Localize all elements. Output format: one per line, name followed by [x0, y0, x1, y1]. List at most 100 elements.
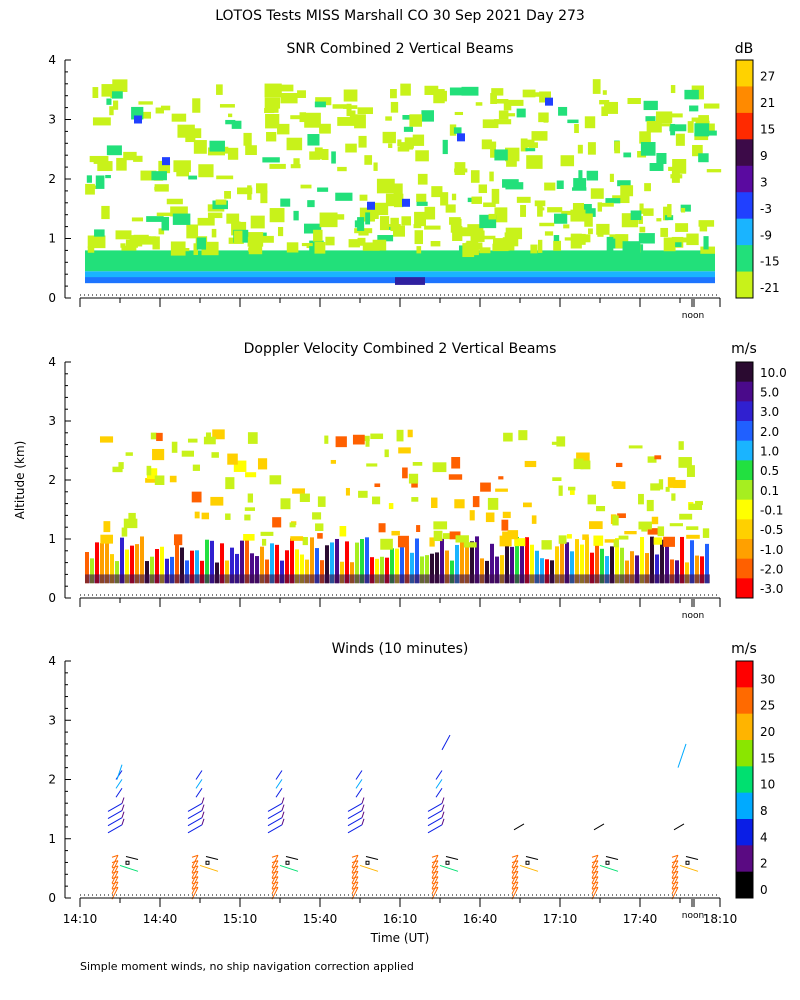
- wind-barb: [111, 887, 119, 900]
- doppler-patch: [339, 526, 347, 537]
- snr-patch: [233, 230, 243, 244]
- snr-patch: [453, 127, 462, 134]
- wind-barb: [111, 871, 119, 884]
- snr-patch: [672, 159, 687, 174]
- colorbar-segment: [736, 499, 753, 520]
- doppler-column: [400, 541, 404, 584]
- wind-barb: [187, 803, 203, 812]
- colorbar-label: 4: [760, 830, 768, 844]
- doppler-patch: [100, 534, 114, 544]
- snr-patch: [106, 98, 112, 105]
- doppler-patch: [370, 433, 384, 440]
- colorbar-label: 0: [760, 883, 768, 897]
- doppler-patch: [518, 430, 528, 441]
- colorbar-segment: [736, 381, 753, 402]
- snr-patch: [571, 187, 587, 191]
- snr-patch: [265, 113, 280, 129]
- snr-patch: [390, 101, 399, 113]
- doppler-column: [90, 558, 94, 584]
- colorbar-frame: [735, 59, 754, 299]
- snr-patch: [262, 157, 280, 163]
- snr-patch: [490, 145, 496, 158]
- snr-patch: [430, 241, 441, 247]
- doppler-column: [660, 539, 664, 584]
- doppler-column: [440, 538, 444, 584]
- doppler-column: [635, 555, 639, 584]
- doppler-column: [510, 546, 514, 584]
- wind-barb: [511, 876, 519, 889]
- doppler-patch: [269, 475, 282, 485]
- wind-barb: [279, 864, 299, 872]
- snr-patch: [173, 160, 191, 173]
- wind-barb: [519, 864, 539, 872]
- winds-field: [107, 734, 699, 900]
- colorbar-label: 10.0: [760, 366, 787, 380]
- doppler-patch: [604, 539, 619, 543]
- doppler-patch: [324, 435, 329, 444]
- colorbar-label: 15: [760, 751, 775, 765]
- doppler-patch: [360, 435, 370, 442]
- doppler-column: [555, 546, 559, 584]
- wind-barb: [271, 876, 279, 889]
- snr-patch: [357, 217, 365, 231]
- wind-barb-flag: [591, 854, 599, 858]
- doppler-patch: [653, 537, 663, 545]
- doppler-base: [85, 574, 710, 584]
- snr-patch: [471, 196, 482, 204]
- snr-patch: [475, 102, 483, 106]
- doppler-patch: [99, 436, 114, 443]
- wind-barb: [435, 787, 443, 798]
- snr-patch: [156, 212, 171, 217]
- wind-barb-flag: [361, 818, 365, 825]
- doppler-patch: [128, 512, 136, 520]
- doppler-patch: [573, 458, 584, 470]
- wind-barb: [191, 881, 199, 895]
- doppler-column: [310, 537, 314, 584]
- doppler-patch: [374, 483, 381, 488]
- doppler-patch: [192, 464, 200, 471]
- snr-patch: [314, 241, 326, 254]
- snr-patch: [493, 119, 512, 125]
- snr-patch: [488, 213, 497, 220]
- doppler-patch: [432, 462, 447, 473]
- wind-barb: [671, 860, 679, 873]
- doppler-patch: [463, 542, 477, 548]
- snr-patch: [643, 208, 654, 216]
- colorbar-segment: [736, 740, 753, 767]
- snr-patch: [343, 105, 358, 109]
- snr-patch: [280, 198, 291, 207]
- wind-barb: [511, 855, 519, 868]
- doppler-column: [520, 540, 524, 584]
- colorbar-segment: [736, 440, 753, 461]
- doppler-patch: [203, 436, 216, 445]
- doppler-patch: [688, 503, 703, 510]
- wind-barb: [191, 865, 199, 879]
- doppler-patch: [272, 517, 282, 528]
- colorbar-segment: [736, 362, 753, 383]
- snr-patch: [155, 107, 164, 114]
- wind-barb: [195, 787, 203, 798]
- colorbar-label: 1.0: [760, 444, 779, 458]
- doppler-patch: [443, 533, 453, 540]
- doppler-patch: [657, 526, 665, 537]
- doppler-column: [420, 556, 424, 584]
- wind-barb: [525, 856, 539, 860]
- snr-patch: [131, 217, 144, 222]
- doppler-column: [230, 547, 234, 584]
- wind-barb: [107, 824, 123, 834]
- wind-barb: [439, 864, 459, 872]
- doppler-column: [490, 543, 494, 584]
- snr-patch: [365, 214, 379, 220]
- snr-patch: [416, 246, 422, 254]
- doppler-patch: [669, 523, 683, 527]
- snr-patch: [219, 104, 235, 108]
- wind-barb: [107, 817, 123, 827]
- snr-patch: [698, 115, 709, 123]
- wind-barb-flag: [121, 811, 125, 818]
- colorbar-label: -3.0: [760, 582, 783, 596]
- snr-patch: [590, 188, 604, 199]
- doppler-patch: [617, 513, 626, 519]
- snr-patch: [677, 237, 690, 243]
- doppler-patch: [646, 499, 654, 512]
- doppler-column: [315, 548, 319, 584]
